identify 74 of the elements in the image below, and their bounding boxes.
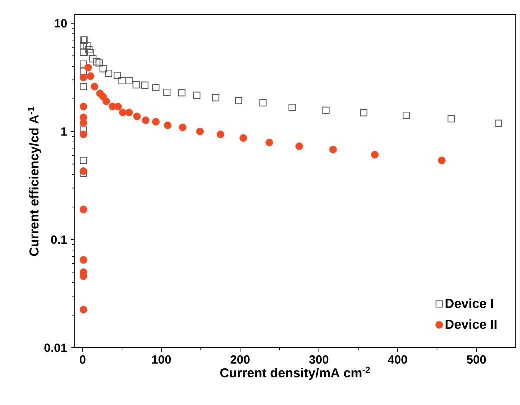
point: [96, 60, 104, 67]
point: [80, 48, 88, 56]
point: [126, 77, 133, 84]
point: [216, 130, 224, 138]
x-tick-label: 100: [152, 356, 172, 364]
point: [142, 116, 150, 124]
y-axis-title: Current efficiency/cd A$^{-1}$: [28, 107, 42, 256]
point: [448, 115, 456, 123]
point: [371, 151, 379, 159]
point: [438, 156, 446, 164]
point: [80, 102, 88, 111]
point: [114, 72, 122, 80]
x-tick-label: 200: [230, 356, 250, 364]
point: [288, 104, 296, 112]
x-tick-label: 0: [80, 356, 86, 364]
x-tick-label: 300: [309, 356, 329, 364]
legend-label: Device II: [446, 320, 497, 330]
point: [90, 55, 97, 63]
point: [119, 108, 127, 116]
point: [80, 306, 88, 314]
point: [80, 60, 88, 68]
point: [102, 98, 110, 106]
point: [212, 94, 220, 102]
point: [90, 83, 98, 91]
point: [80, 114, 88, 122]
point: [178, 89, 186, 97]
point: [164, 122, 172, 130]
point: [87, 49, 94, 57]
point: [296, 142, 304, 150]
point: [80, 83, 88, 90]
point: [235, 97, 242, 104]
y-tick-label: 0.1: [51, 236, 68, 244]
point: [164, 88, 171, 96]
point: [114, 102, 122, 111]
legend-label: Device I: [446, 298, 494, 308]
point: [132, 81, 140, 89]
point: [84, 64, 92, 72]
point: [322, 106, 330, 114]
point: [86, 72, 95, 80]
point: [266, 138, 274, 147]
point: [80, 42, 88, 50]
point: [80, 206, 88, 214]
point: [118, 77, 126, 84]
point: [330, 146, 338, 154]
point: [105, 70, 112, 78]
point: [84, 42, 91, 50]
point: [100, 65, 107, 73]
point: [80, 157, 88, 164]
point: [360, 109, 368, 117]
point: [179, 124, 187, 132]
point: [152, 84, 160, 92]
point: [93, 58, 101, 66]
x-axis-title: Current density/mA cm$^{-2}$: [220, 366, 370, 380]
point: [126, 108, 134, 116]
point: [260, 99, 267, 107]
point: [86, 46, 93, 54]
point: [133, 112, 142, 120]
x-tick-label: 400: [388, 356, 408, 364]
point: [80, 256, 88, 264]
y-tick-label: 10: [54, 19, 67, 28]
point: [141, 82, 149, 89]
y-tick-label: 1: [62, 128, 68, 136]
point: [80, 68, 88, 76]
point: [80, 126, 88, 134]
point: [196, 128, 204, 136]
point: [495, 120, 502, 128]
point: [240, 134, 248, 142]
y-tick-label: 0.01: [44, 344, 68, 352]
point: [152, 118, 160, 126]
point: [80, 130, 88, 138]
point: [193, 92, 201, 100]
point: [80, 74, 88, 82]
point: [402, 112, 410, 120]
x-tick-label: 500: [467, 356, 486, 364]
